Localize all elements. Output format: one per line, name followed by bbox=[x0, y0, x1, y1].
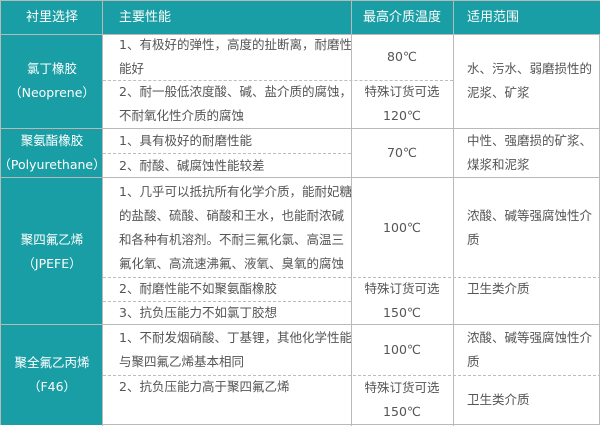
scope-cell: 卫生类介质 bbox=[453, 375, 600, 425]
text-line: 100℃ bbox=[383, 219, 421, 235]
text-line: 的盐酸、硫酸、硝酸和王水，也能耐浓碱 bbox=[119, 207, 345, 223]
text-line: 150℃ bbox=[383, 404, 421, 419]
text-line: 2、抗负压能力高于聚四氟乙烯 bbox=[119, 379, 290, 394]
text-line: 特殊订货可选 bbox=[364, 281, 440, 296]
header-max-temp: 最高介质温度 bbox=[351, 1, 453, 34]
text-line: 泥浆、矿浆 bbox=[467, 85, 530, 100]
scope-cell: 中性、强磨损的矿浆、 煤浆和泥浆 bbox=[453, 128, 600, 178]
lining-neoprene: 氯丁橡胶 （Neoprene） bbox=[1, 34, 103, 128]
lining-english: （Polyurethane） bbox=[0, 157, 106, 172]
text-line: 120℃ bbox=[383, 108, 421, 123]
lining-f46: 聚全氟乙丙烯 （F46） bbox=[1, 325, 103, 425]
scope-cell: 浓酸、碱等强腐蚀性介质 bbox=[453, 178, 600, 277]
text-line: 1、有极好的弹性，高度的扯断离，耐磨性 bbox=[119, 37, 352, 52]
temp-cell: 70℃ bbox=[351, 128, 453, 178]
temp-cell: 100℃ bbox=[351, 325, 453, 375]
temp-cell: 特殊订货可选 120℃ bbox=[351, 80, 453, 128]
property-cell: 1、有极好的弹性，高度的扯断离，耐磨性 能好 bbox=[103, 34, 352, 80]
property-cell: 2、抗负压能力高于聚四氟乙烯 bbox=[103, 375, 351, 425]
lining-english: （Neoprene） bbox=[9, 85, 95, 100]
property-cell: 1、不耐发烟硝酸、丁基锂，其他化学性能 与聚四氟乙烯基本相同 bbox=[103, 325, 352, 375]
text-line: 和各种有机溶剂。不耐三氟化氯、高温三 bbox=[119, 231, 345, 247]
text-line: 80℃ bbox=[387, 49, 417, 64]
header-scope: 适用范围 bbox=[453, 1, 600, 34]
text-line: 2、耐酸、碱腐蚀性能较差 bbox=[119, 157, 265, 173]
text-line: 100℃ bbox=[383, 342, 421, 357]
divider bbox=[453, 1, 454, 426]
text-line: 质 bbox=[467, 354, 480, 369]
temp-cell: 100℃ bbox=[351, 178, 453, 277]
property-cell: 1、几乎可以抵抗所有化学介质，能耐妃糖 的盐酸、硫酸、硝酸和王水，也能耐浓碱 和各种… bbox=[103, 178, 352, 277]
divider bbox=[1, 34, 600, 35]
lining-polyurethane: 聚氨酯橡胶 （Polyurethane） bbox=[0, 128, 106, 178]
text-line: 与聚四氟乙烯基本相同 bbox=[119, 354, 245, 369]
divider bbox=[102, 1, 103, 426]
header-properties: 主要性能 bbox=[103, 1, 351, 34]
text-line: 质 bbox=[467, 231, 480, 247]
text-line: 水、污水、弱磨损性的 bbox=[467, 61, 593, 76]
text-line: 浓酸、碱等强腐蚀性介 bbox=[467, 207, 593, 223]
lining-name: 聚全氟乙丙烯 bbox=[14, 355, 90, 370]
text-line: 150℃ bbox=[383, 305, 421, 320]
lining-ptfe: 聚四氟乙烯 （JPEFE） bbox=[1, 178, 103, 325]
text-line: 2、耐一般低浓度酸、碱、盐介质的腐蚀， bbox=[119, 84, 352, 99]
divider bbox=[1, 128, 600, 129]
text-line: 中性、强磨损的矿浆、 bbox=[467, 133, 593, 148]
scope-cell: 卫生类介质 bbox=[453, 277, 600, 325]
temp-cell: 特殊订货可选 150℃ bbox=[351, 277, 453, 325]
text-line: 特殊订货可选 bbox=[364, 380, 440, 395]
property-cell: 3、抗负压能力不如氯丁胶想 bbox=[103, 301, 351, 325]
scope-cell: 水、污水、弱磨损性的 泥浆、矿浆 bbox=[453, 34, 600, 128]
text-line: 不耐氧化性介质的腐蚀 bbox=[119, 108, 245, 123]
text-line: 70℃ bbox=[387, 145, 417, 160]
property-cell: 1、具有极好的耐磨性能 bbox=[103, 128, 351, 153]
text-line: 卫生类介质 bbox=[467, 392, 530, 407]
text-line: 氟化氧、高流速沸氟、液氧、臭氧的腐蚀 bbox=[119, 255, 345, 271]
text-line: 特殊订货可选 bbox=[364, 84, 440, 99]
lining-name: 聚氨酯橡胶 bbox=[20, 133, 84, 148]
text-line: 能好 bbox=[119, 61, 145, 76]
temp-cell: 特殊订货可选 150℃ bbox=[351, 375, 453, 425]
temp-cell: 80℃ bbox=[351, 34, 453, 80]
lining-name: 氯丁橡胶 bbox=[26, 61, 77, 76]
dashed-divider bbox=[103, 375, 600, 376]
text-line: 煤浆和泥浆 bbox=[467, 157, 530, 172]
text-line: 卫生类介质 bbox=[467, 281, 530, 296]
property-cell: 2、耐磨性能不如聚氨酯橡胶 bbox=[103, 277, 351, 301]
text-line: 1、具有极好的耐磨性能 bbox=[119, 132, 252, 148]
dashed-divider bbox=[103, 301, 351, 302]
text-line: 3、抗负压能力不如氯丁胶想 bbox=[119, 305, 277, 320]
lining-english: （F46） bbox=[27, 379, 77, 394]
text-line: 2、耐磨性能不如聚氨酯橡胶 bbox=[119, 281, 277, 296]
lining-name: 聚四氟乙烯 bbox=[20, 231, 84, 247]
property-cell: 2、耐一般低浓度酸、碱、盐介质的腐蚀， 不耐氧化性介质的腐蚀 bbox=[103, 80, 352, 128]
dashed-divider bbox=[103, 153, 351, 154]
text-line: 浓酸、碱等强腐蚀性介 bbox=[467, 330, 593, 345]
divider bbox=[351, 1, 352, 426]
text-line: 1、不耐发烟硝酸、丁基锂，其他化学性能 bbox=[119, 330, 352, 345]
divider bbox=[1, 324, 600, 325]
divider bbox=[1, 177, 600, 178]
scope-cell: 浓酸、碱等强腐蚀性介质 bbox=[453, 325, 600, 375]
dashed-divider bbox=[103, 277, 600, 278]
property-cell: 2、耐酸、碱腐蚀性能较差 bbox=[103, 153, 351, 178]
header-lining: 衬里选择 bbox=[1, 1, 103, 34]
text-line: 1、几乎可以抵抗所有化学介质，能耐妃糖 bbox=[119, 183, 352, 199]
lining-english: （JPEFE） bbox=[22, 255, 82, 271]
dashed-divider bbox=[103, 80, 453, 81]
